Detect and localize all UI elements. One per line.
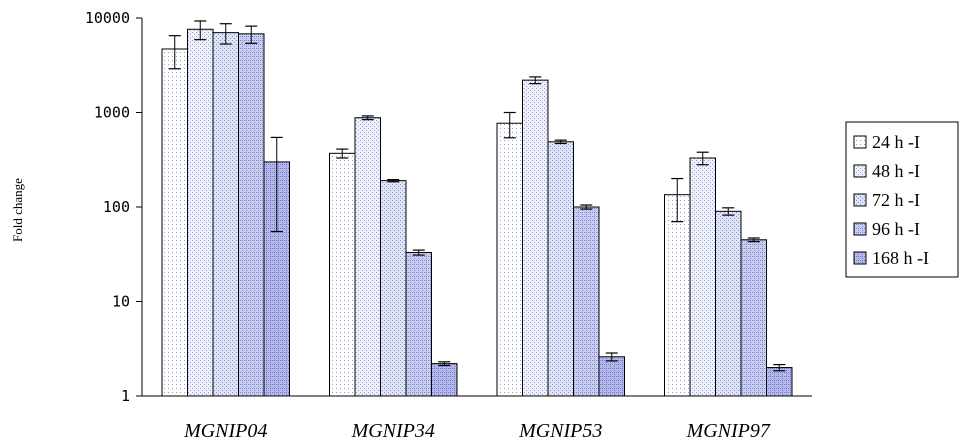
error-bar	[270, 136, 283, 233]
y-tick-label: 1	[121, 387, 130, 405]
bar-mgnip34-s2	[380, 180, 407, 397]
error-bar	[245, 25, 258, 44]
y-tick-label: 1000	[94, 104, 130, 122]
error-bar	[336, 148, 349, 159]
y-tick-label: 100	[103, 198, 130, 216]
error-bar	[773, 363, 786, 372]
bar-mgnip97-s3	[740, 239, 767, 397]
legend-label: 96 h -I	[872, 219, 920, 239]
legend-item: 48 h -I	[853, 161, 920, 181]
bar-mgnip34-s4	[431, 363, 458, 397]
x-category-label: MGNIP53	[518, 420, 602, 442]
bar-mgnip34-s0	[329, 152, 356, 397]
error-bar	[194, 20, 207, 41]
bar-mgnip04-s2	[212, 32, 239, 397]
error-bar	[168, 35, 181, 70]
legend-item: 168 h -I	[853, 248, 929, 268]
bar-mgnip97-s4	[766, 367, 793, 397]
legend-swatch	[853, 222, 867, 236]
error-bar	[219, 23, 232, 45]
y-tick-label: 10000	[85, 9, 130, 27]
legend-label: 72 h -I	[872, 190, 920, 210]
bar-mgnip34-s1	[354, 117, 381, 397]
error-bar	[696, 151, 709, 166]
error-bar	[605, 352, 618, 362]
bar-mgnip04-s0	[161, 48, 188, 397]
x-axis: MGNIP04 MGNIP34 MGNIP53 MGNIP97	[142, 395, 812, 442]
error-bar	[671, 177, 684, 223]
error-bars	[168, 20, 786, 372]
bar-mgnip34-s3	[405, 252, 432, 397]
x-category-label: MGNIP34	[351, 420, 435, 442]
error-bar	[529, 76, 542, 85]
bar-mgnip53-s3	[573, 206, 600, 397]
legend-item: 72 h -I	[853, 190, 920, 210]
x-category-label: MGNIP97	[686, 420, 771, 442]
bar-mgnip53-s0	[496, 122, 523, 397]
bar-mgnip53-s4	[598, 356, 625, 397]
legend-item: 24 h -I	[853, 132, 920, 152]
y-tick-label: 10	[112, 293, 130, 311]
bars	[161, 28, 793, 397]
legend-label: 168 h -I	[872, 248, 929, 268]
legend-swatch	[853, 193, 867, 207]
y-axis-label: Fold change	[10, 178, 25, 242]
legend-item: 96 h -I	[853, 219, 920, 239]
bar-mgnip97-s0	[664, 194, 691, 397]
error-bar	[580, 204, 593, 210]
bar-mgnip53-s1	[522, 79, 549, 397]
legend: 24 h -I 48 h -I 72 h -I 96 h -I 168 h -I	[845, 121, 959, 278]
error-bar	[554, 139, 567, 145]
bar-mgnip97-s1	[689, 157, 716, 397]
legend-swatch	[853, 251, 867, 265]
legend-label: 24 h -I	[872, 132, 920, 152]
bar-mgnip04-s1	[187, 28, 214, 397]
legend-label: 48 h -I	[872, 161, 920, 181]
legend-swatch	[853, 135, 867, 149]
bar-mgnip04-s3	[238, 33, 265, 397]
bar-mgnip53-s2	[547, 141, 574, 397]
error-bar	[722, 207, 735, 216]
error-bar	[412, 249, 425, 256]
y-axis: 10000 1000 100 10 1	[85, 9, 143, 405]
error-bar	[438, 361, 451, 367]
error-bar	[747, 237, 760, 243]
legend-swatch	[853, 164, 867, 178]
error-bar	[361, 115, 374, 121]
error-bar	[387, 178, 400, 183]
x-category-label: MGNIP04	[183, 420, 267, 442]
error-bar	[503, 111, 516, 139]
bar-mgnip97-s2	[715, 210, 742, 397]
